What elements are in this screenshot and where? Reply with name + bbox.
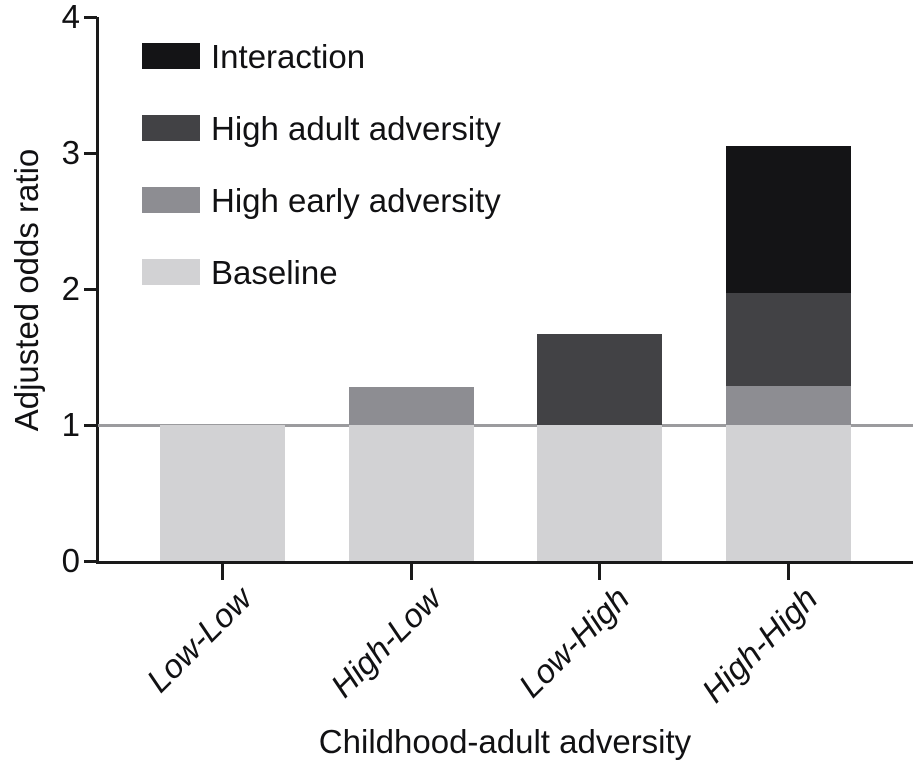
bar-segment-high-adult-adversity-high-high xyxy=(725,293,851,386)
y-tick-label-4: 4 xyxy=(61,0,80,35)
legend: Interaction High adult adversity High earl… xyxy=(142,40,501,289)
x-tick-high-low xyxy=(409,564,413,580)
y-tick-2 xyxy=(84,287,97,291)
x-category-label-low-high: Low-High xyxy=(511,579,637,705)
x-axis-line xyxy=(96,561,913,564)
legend-row-high-early-adversity: High early adversity xyxy=(142,184,501,217)
x-tick-high-high xyxy=(786,564,790,580)
legend-label-high-adult-adversity: High adult adversity xyxy=(211,109,501,147)
y-tick-1 xyxy=(84,423,97,427)
bar-segment-baseline-high-low xyxy=(348,425,474,561)
bar-segment-baseline-low-low xyxy=(160,425,285,561)
x-tick-low-low xyxy=(221,564,224,580)
y-tick-label-2: 2 xyxy=(61,270,80,307)
y-tick-0 xyxy=(84,559,97,563)
bar-segment-high-adult-adversity-low-high xyxy=(537,333,662,425)
bar-segment-baseline-high-high xyxy=(725,425,851,561)
y-tick-label-0: 0 xyxy=(61,542,80,579)
legend-row-interaction: Interaction xyxy=(142,40,501,73)
x-axis-title: Childhood-adult adversity xyxy=(318,723,692,760)
legend-label-interaction: Interaction xyxy=(211,37,366,75)
y-tick-4 xyxy=(84,15,97,19)
x-category-label-high-low: High-Low xyxy=(323,579,448,705)
reference-line-odds-1 xyxy=(98,423,913,427)
bar-segment-interaction-high-high xyxy=(725,146,851,294)
bar-segment-high-early-adversity-high-low xyxy=(348,386,474,425)
x-tick-low-high xyxy=(598,564,601,580)
y-tick-label-1: 1 xyxy=(61,406,80,443)
legend-row-high-adult-adversity: High adult adversity xyxy=(142,112,501,145)
y-tick-label-3: 3 xyxy=(61,134,80,171)
legend-swatch-high-early-adversity xyxy=(142,187,200,213)
bar-segment-high-early-adversity-high-high xyxy=(725,385,851,425)
x-category-label-low-low: Low-Low xyxy=(139,579,260,700)
legend-row-baseline: Baseline xyxy=(142,256,501,289)
y-tick-3 xyxy=(84,151,97,155)
legend-swatch-interaction xyxy=(142,43,200,69)
legend-label-high-early-adversity: High early adversity xyxy=(211,181,501,219)
legend-swatch-baseline xyxy=(142,259,200,285)
x-category-label-high-high: High-High xyxy=(694,579,825,710)
bar-segment-baseline-low-high xyxy=(537,425,662,561)
legend-label-baseline: Baseline xyxy=(211,253,338,291)
legend-swatch-high-adult-adversity xyxy=(142,115,200,141)
y-axis-line xyxy=(96,17,99,564)
